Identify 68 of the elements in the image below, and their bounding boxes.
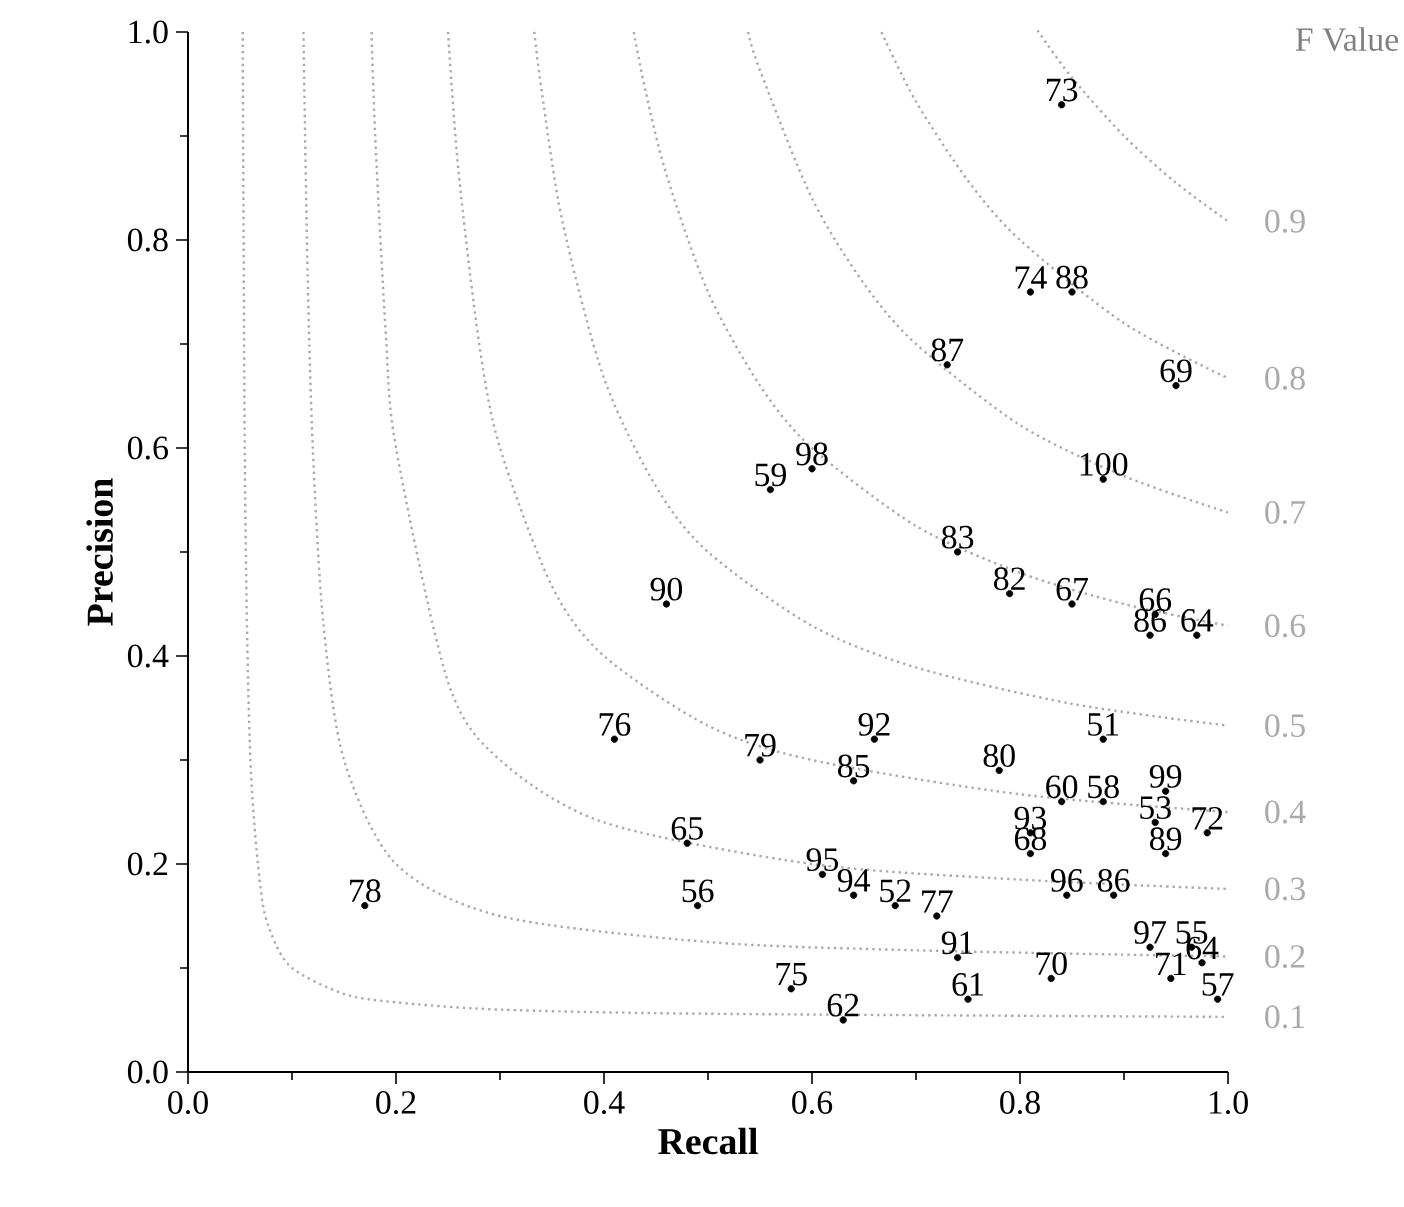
annotation: 73 [1046, 78, 1078, 102]
annotation: 74 [1015, 266, 1047, 289]
annotation: 80 [983, 744, 1015, 768]
series-label: 0.1 [1265, 1005, 1305, 1029]
annotation: 72 [1192, 806, 1223, 830]
annotation: 94 [837, 869, 871, 892]
annotation: 52 [880, 879, 911, 903]
annotation: 96 [1050, 869, 1083, 892]
annotation: 95 [806, 848, 839, 872]
y-tick-label: 1.0 [129, 20, 168, 44]
annotation: 69 [1160, 359, 1192, 383]
x-tick-label: 0.4 [584, 1091, 625, 1115]
text: F Value [1295, 27, 1399, 52]
x-tick-label: 0.8 [1000, 1091, 1040, 1115]
series-label: 0.3 [1265, 877, 1305, 901]
annotation: 71 [1156, 952, 1186, 975]
series-label: 0.7 [1265, 500, 1306, 524]
annotation: 91 [941, 931, 973, 955]
y-axis-title: Precision [86, 478, 113, 626]
annotation: 92 [858, 713, 890, 736]
x-tick-label: 0.0 [168, 1091, 208, 1115]
annotation: 99 [1149, 765, 1182, 788]
y-tick-label: 0.4 [127, 644, 169, 668]
series-label: 0.2 [1265, 945, 1305, 969]
annotation: 62 [827, 993, 859, 1017]
annotation: 85 [837, 754, 870, 778]
x-tick-label: 0.2 [376, 1091, 416, 1115]
line-series [746, 30, 1230, 514]
y-tick-label: 0.2 [127, 852, 168, 876]
x-tick-label: 1.0 [1209, 1091, 1248, 1115]
annotation: 64 [1181, 609, 1214, 632]
y-tick-label: 0.0 [127, 1060, 168, 1084]
annotation: 76 [599, 713, 631, 736]
series-label: 0.5 [1265, 714, 1305, 738]
annotation: 53 [1140, 796, 1171, 820]
annotation: 87 [931, 338, 964, 362]
x-tick-label: 0.6 [792, 1091, 833, 1115]
annotation: 57 [1202, 973, 1234, 996]
annotation: 86 [1097, 868, 1130, 892]
annotation: 90 [650, 577, 683, 601]
annotation: 58 [1088, 775, 1119, 799]
annotation: 82 [993, 567, 1025, 591]
annotation: 77 [922, 890, 953, 913]
series-label: 0.8 [1265, 366, 1305, 390]
annotation: 59 [755, 463, 786, 487]
annotation: 67 [1056, 577, 1088, 601]
annotation: 60 [1046, 775, 1078, 799]
y-tick-label: 0.6 [127, 436, 168, 460]
annotation: 51 [1088, 713, 1119, 736]
annotation: 61 [952, 973, 983, 996]
annotation: 56 [682, 879, 714, 903]
annotation: 78 [350, 879, 381, 903]
annotation: 88 [1056, 265, 1088, 289]
annotation: 70 [1036, 952, 1067, 976]
annotation: 97 [1134, 921, 1166, 944]
annotation: 65 [671, 817, 703, 840]
x-axis-title: Recall [658, 1127, 758, 1155]
annotation: 100 [1080, 452, 1128, 476]
series-label: 0.4 [1265, 800, 1306, 824]
annotation: 89 [1149, 827, 1182, 851]
annotation: 83 [941, 525, 974, 549]
series-label: 0.9 [1265, 209, 1305, 233]
series-label: 0.6 [1265, 614, 1306, 638]
y-tick-label: 0.8 [127, 228, 168, 252]
line-series [1037, 30, 1230, 223]
annotation: 79 [745, 733, 776, 757]
annotation: 98 [796, 442, 828, 466]
annotation: 75 [776, 962, 807, 986]
